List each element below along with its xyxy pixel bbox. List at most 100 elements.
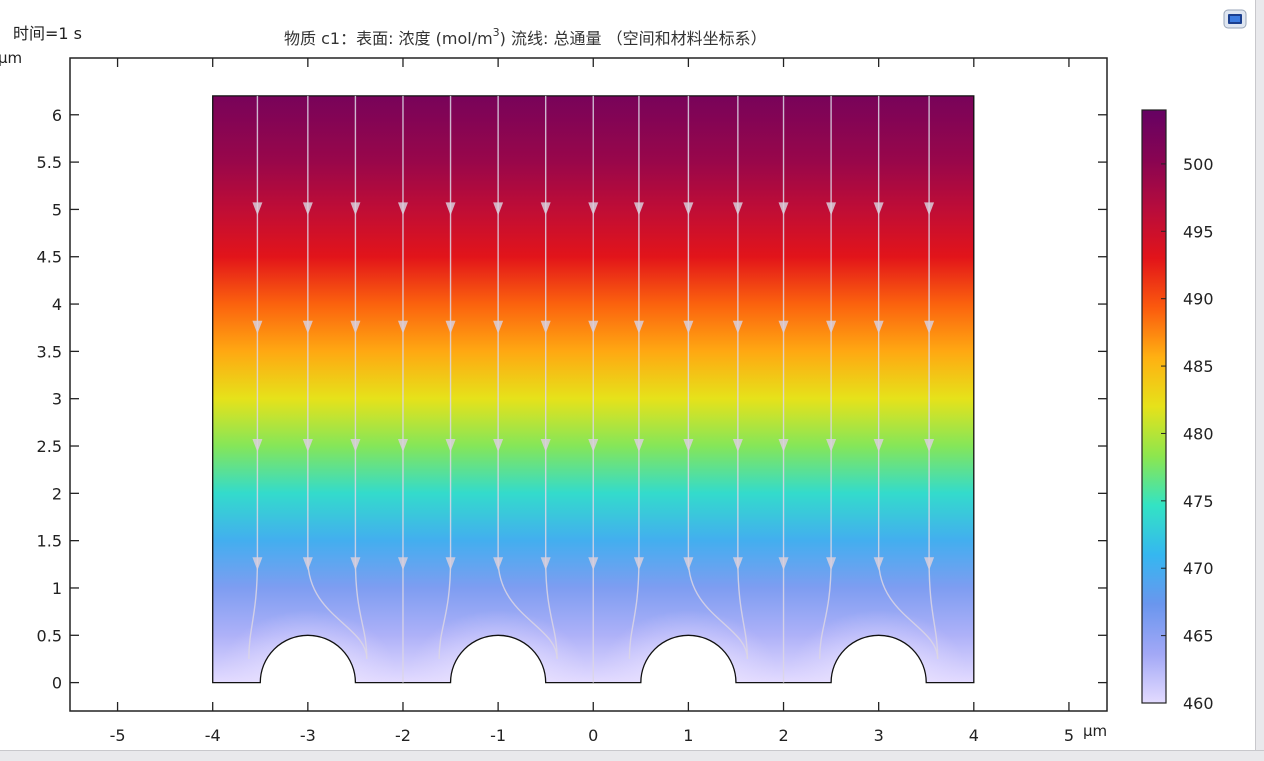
plot-title-superscript: 3 — [492, 25, 500, 39]
y-axis-ticks: 0 0.5 1 1.5 2 2.5 3 3.5 4 4.5 5 5.5 6 — [37, 106, 1107, 693]
plot-axes-frame — [69, 57, 1108, 712]
streamline-arrow — [252, 557, 263, 571]
colorbar — [1141, 109, 1167, 704]
colorbar-tick-label: 500 — [1183, 155, 1214, 174]
streamline-arrow — [683, 439, 694, 453]
window-frame-bottom — [0, 750, 1264, 761]
streamline-arrow — [540, 202, 551, 216]
y-tick-label: 3 — [52, 390, 62, 409]
colorbar-tick-label: 470 — [1183, 559, 1214, 578]
x-tick-label: 4 — [969, 726, 979, 745]
streamline-arrow — [302, 320, 313, 334]
streamline-arrow — [732, 439, 743, 453]
streamline-arrow — [445, 439, 456, 453]
streamline-arrow — [683, 320, 694, 334]
y-tick-label: 0.5 — [37, 626, 62, 645]
streamline-arrow — [633, 557, 644, 571]
streamline-arrow — [826, 439, 837, 453]
streamline-arrow — [826, 557, 837, 571]
streamline-arrow — [588, 557, 599, 571]
streamline-arrow — [350, 557, 361, 571]
streamline-arrow — [302, 202, 313, 216]
streamline-arrow — [493, 202, 504, 216]
streamline-arrow — [540, 439, 551, 453]
plot-title: 物质 c1：表面: 浓度 (mol/m3) 流线: 总通量 （空间和材料坐标系） — [284, 25, 767, 49]
domain-outline — [212, 95, 975, 684]
streamline-arrow — [302, 557, 313, 571]
streamline-arrow — [778, 320, 789, 334]
streamline-arrow — [732, 320, 743, 334]
y-tick-label: 5.5 — [37, 153, 62, 172]
streamline-arrow — [924, 557, 935, 571]
x-tick-label: 1 — [683, 726, 693, 745]
colorbar-tick-label: 485 — [1183, 357, 1214, 376]
streamline-arrow — [588, 439, 599, 453]
streamline-arrow — [493, 320, 504, 334]
streamline-arrow — [540, 557, 551, 571]
x-tick-label: 0 — [588, 726, 598, 745]
y-tick-label: 5 — [52, 200, 62, 219]
streamline-arrow — [826, 202, 837, 216]
x-axis-unit: µm — [1083, 722, 1108, 740]
y-axis-unit: µm — [0, 49, 23, 67]
streamline-arrow — [633, 320, 644, 334]
x-tick-label: -2 — [395, 726, 411, 745]
y-tick-label: 1 — [52, 579, 62, 598]
streamline-arrow — [924, 439, 935, 453]
streamline-arrow — [588, 320, 599, 334]
y-tick-label: 3.5 — [37, 342, 62, 361]
colorbar-tick-label: 475 — [1183, 492, 1214, 511]
streamline-arrow — [873, 202, 884, 216]
colorbar-tick-label: 460 — [1183, 694, 1214, 713]
streamline-arrow — [397, 557, 408, 571]
streamline-arrow — [683, 202, 694, 216]
streamline-arrow — [873, 320, 884, 334]
streamline-arrow — [826, 320, 837, 334]
colorbar-tick-label: 480 — [1183, 424, 1214, 443]
comsol-window-icon[interactable] — [1223, 9, 1247, 29]
streamline-arrow — [924, 320, 935, 334]
streamline-arrow — [350, 202, 361, 216]
x-tick-label: 3 — [874, 726, 884, 745]
streamline-arrow — [302, 439, 313, 453]
x-tick-label: -4 — [205, 726, 221, 745]
streamline-arrow — [540, 320, 551, 334]
streamline-arrow — [778, 557, 789, 571]
window-frame-right — [1255, 0, 1264, 760]
x-tick-label: -5 — [110, 726, 126, 745]
y-tick-label: 2 — [52, 484, 62, 503]
plot-title-main: 物质 c1：表面: 浓度 (mol/m — [284, 29, 493, 48]
y-tick-label: 1.5 — [37, 532, 62, 551]
y-tick-label: 6 — [52, 106, 62, 125]
streamline-arrow — [397, 202, 408, 216]
streamline-arrow — [633, 439, 644, 453]
streamline-arrow — [633, 202, 644, 216]
x-tick-label: -1 — [490, 726, 506, 745]
streamline-arrow — [445, 202, 456, 216]
streamline-arrow — [252, 320, 263, 334]
colorbar-tick-label: 495 — [1183, 222, 1214, 241]
streamline-arrow — [588, 202, 599, 216]
streamline-arrow — [445, 557, 456, 571]
x-tick-label: 2 — [778, 726, 788, 745]
streamline-arrow — [873, 557, 884, 571]
streamline-arrow — [252, 202, 263, 216]
streamline-arrow — [873, 439, 884, 453]
x-tick-label: -3 — [300, 726, 316, 745]
time-label: 时间=1 s — [13, 24, 83, 43]
plot-title-rest: ) 流线: 总通量 （空间和材料坐标系） — [499, 29, 767, 48]
colorbar-tick-label: 490 — [1183, 290, 1214, 309]
streamline-arrow — [350, 320, 361, 334]
streamline-arrow — [924, 202, 935, 216]
streamline-arrow — [732, 202, 743, 216]
streamline-arrow — [445, 320, 456, 334]
colorbar-tick-label: 465 — [1183, 627, 1214, 646]
streamline-arrow — [397, 439, 408, 453]
streamline-arrow — [493, 439, 504, 453]
colorbar-ticks: 460 465 470 475 480 485 490 495 500 — [1161, 155, 1214, 713]
streamline-arrow — [493, 557, 504, 571]
y-tick-label: 4.5 — [37, 248, 62, 267]
streamlines — [248, 95, 939, 683]
y-tick-label: 2.5 — [37, 437, 62, 456]
